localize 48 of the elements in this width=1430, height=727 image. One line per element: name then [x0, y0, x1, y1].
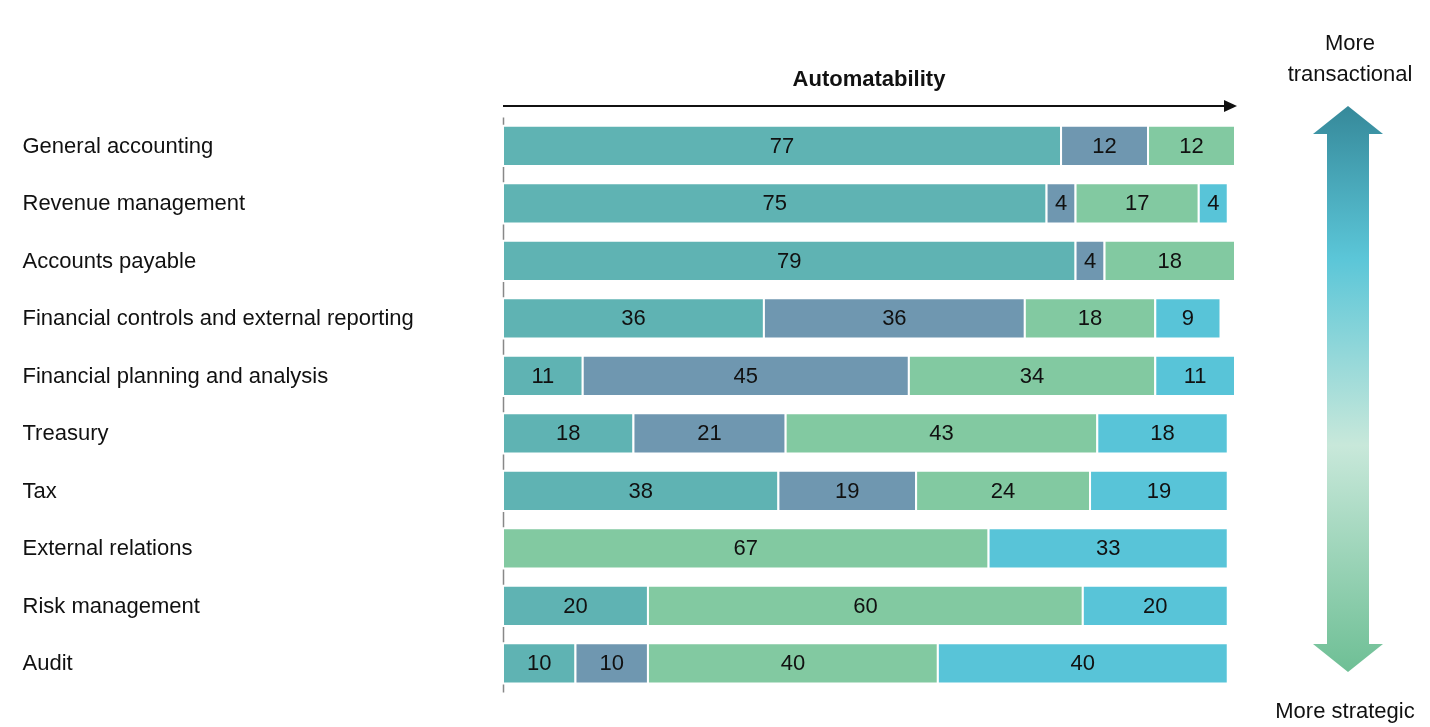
data-label: 11 — [1183, 362, 1207, 388]
data-label: 20 — [1143, 592, 1168, 618]
data-label: 38 — [628, 477, 653, 503]
y-tick-label: External relations — [22, 535, 193, 561]
data-label: 60 — [853, 592, 878, 618]
data-label: 4 — [1083, 247, 1097, 273]
data-label: 21 — [697, 420, 722, 446]
data-label: 4 — [1054, 190, 1068, 216]
data-label: 12 — [1179, 132, 1204, 158]
data-label: 9 — [1181, 305, 1195, 331]
data-label: 17 — [1124, 190, 1150, 216]
data-label: 18 — [1077, 305, 1103, 331]
data-label: 67 — [733, 535, 759, 561]
y-tick-label: Financial controls and external reporting — [22, 305, 414, 331]
data-label: 34 — [1019, 362, 1045, 388]
y-tick-label: General accounting — [22, 132, 214, 158]
data-label: 19 — [835, 477, 860, 503]
y-tick-label: Audit — [22, 650, 73, 676]
data-label: 36 — [882, 305, 907, 331]
data-label: 10 — [527, 650, 552, 676]
data-label: 4 — [1207, 190, 1220, 216]
y-tick-label: Accounts payable — [22, 247, 197, 273]
chart-title: Automatability — [792, 66, 947, 91]
text: More strategic — [1274, 697, 1416, 725]
y-tick-label: Financial planning and analysis — [22, 362, 329, 388]
data-label: 20 — [563, 592, 588, 618]
data-label: 10 — [599, 650, 624, 676]
data-label: 19 — [1146, 477, 1172, 503]
data-label: 45 — [733, 362, 759, 388]
data-label: 79 — [777, 247, 802, 273]
data-label: 36 — [621, 305, 646, 331]
data-label: 40 — [780, 650, 806, 676]
data-label: 43 — [929, 420, 954, 446]
data-label: 18 — [1150, 420, 1175, 446]
y-tick-label: Risk management — [22, 592, 200, 618]
data-label: 11 — [531, 362, 555, 388]
text: More transactional — [1286, 29, 1414, 88]
data-label: 77 — [769, 132, 795, 158]
data-label: 33 — [1095, 535, 1121, 561]
data-label: 75 — [762, 190, 788, 216]
data-label: 40 — [1070, 650, 1096, 676]
data-label: 12 — [1092, 132, 1117, 158]
y-tick-label: Revenue management — [22, 190, 246, 216]
data-label: 18 — [1157, 247, 1183, 273]
data-label: 24 — [990, 477, 1016, 503]
y-tick-label: Tax — [22, 477, 57, 503]
data-label: 18 — [555, 420, 581, 446]
y-tick-label: Treasury — [22, 420, 109, 446]
